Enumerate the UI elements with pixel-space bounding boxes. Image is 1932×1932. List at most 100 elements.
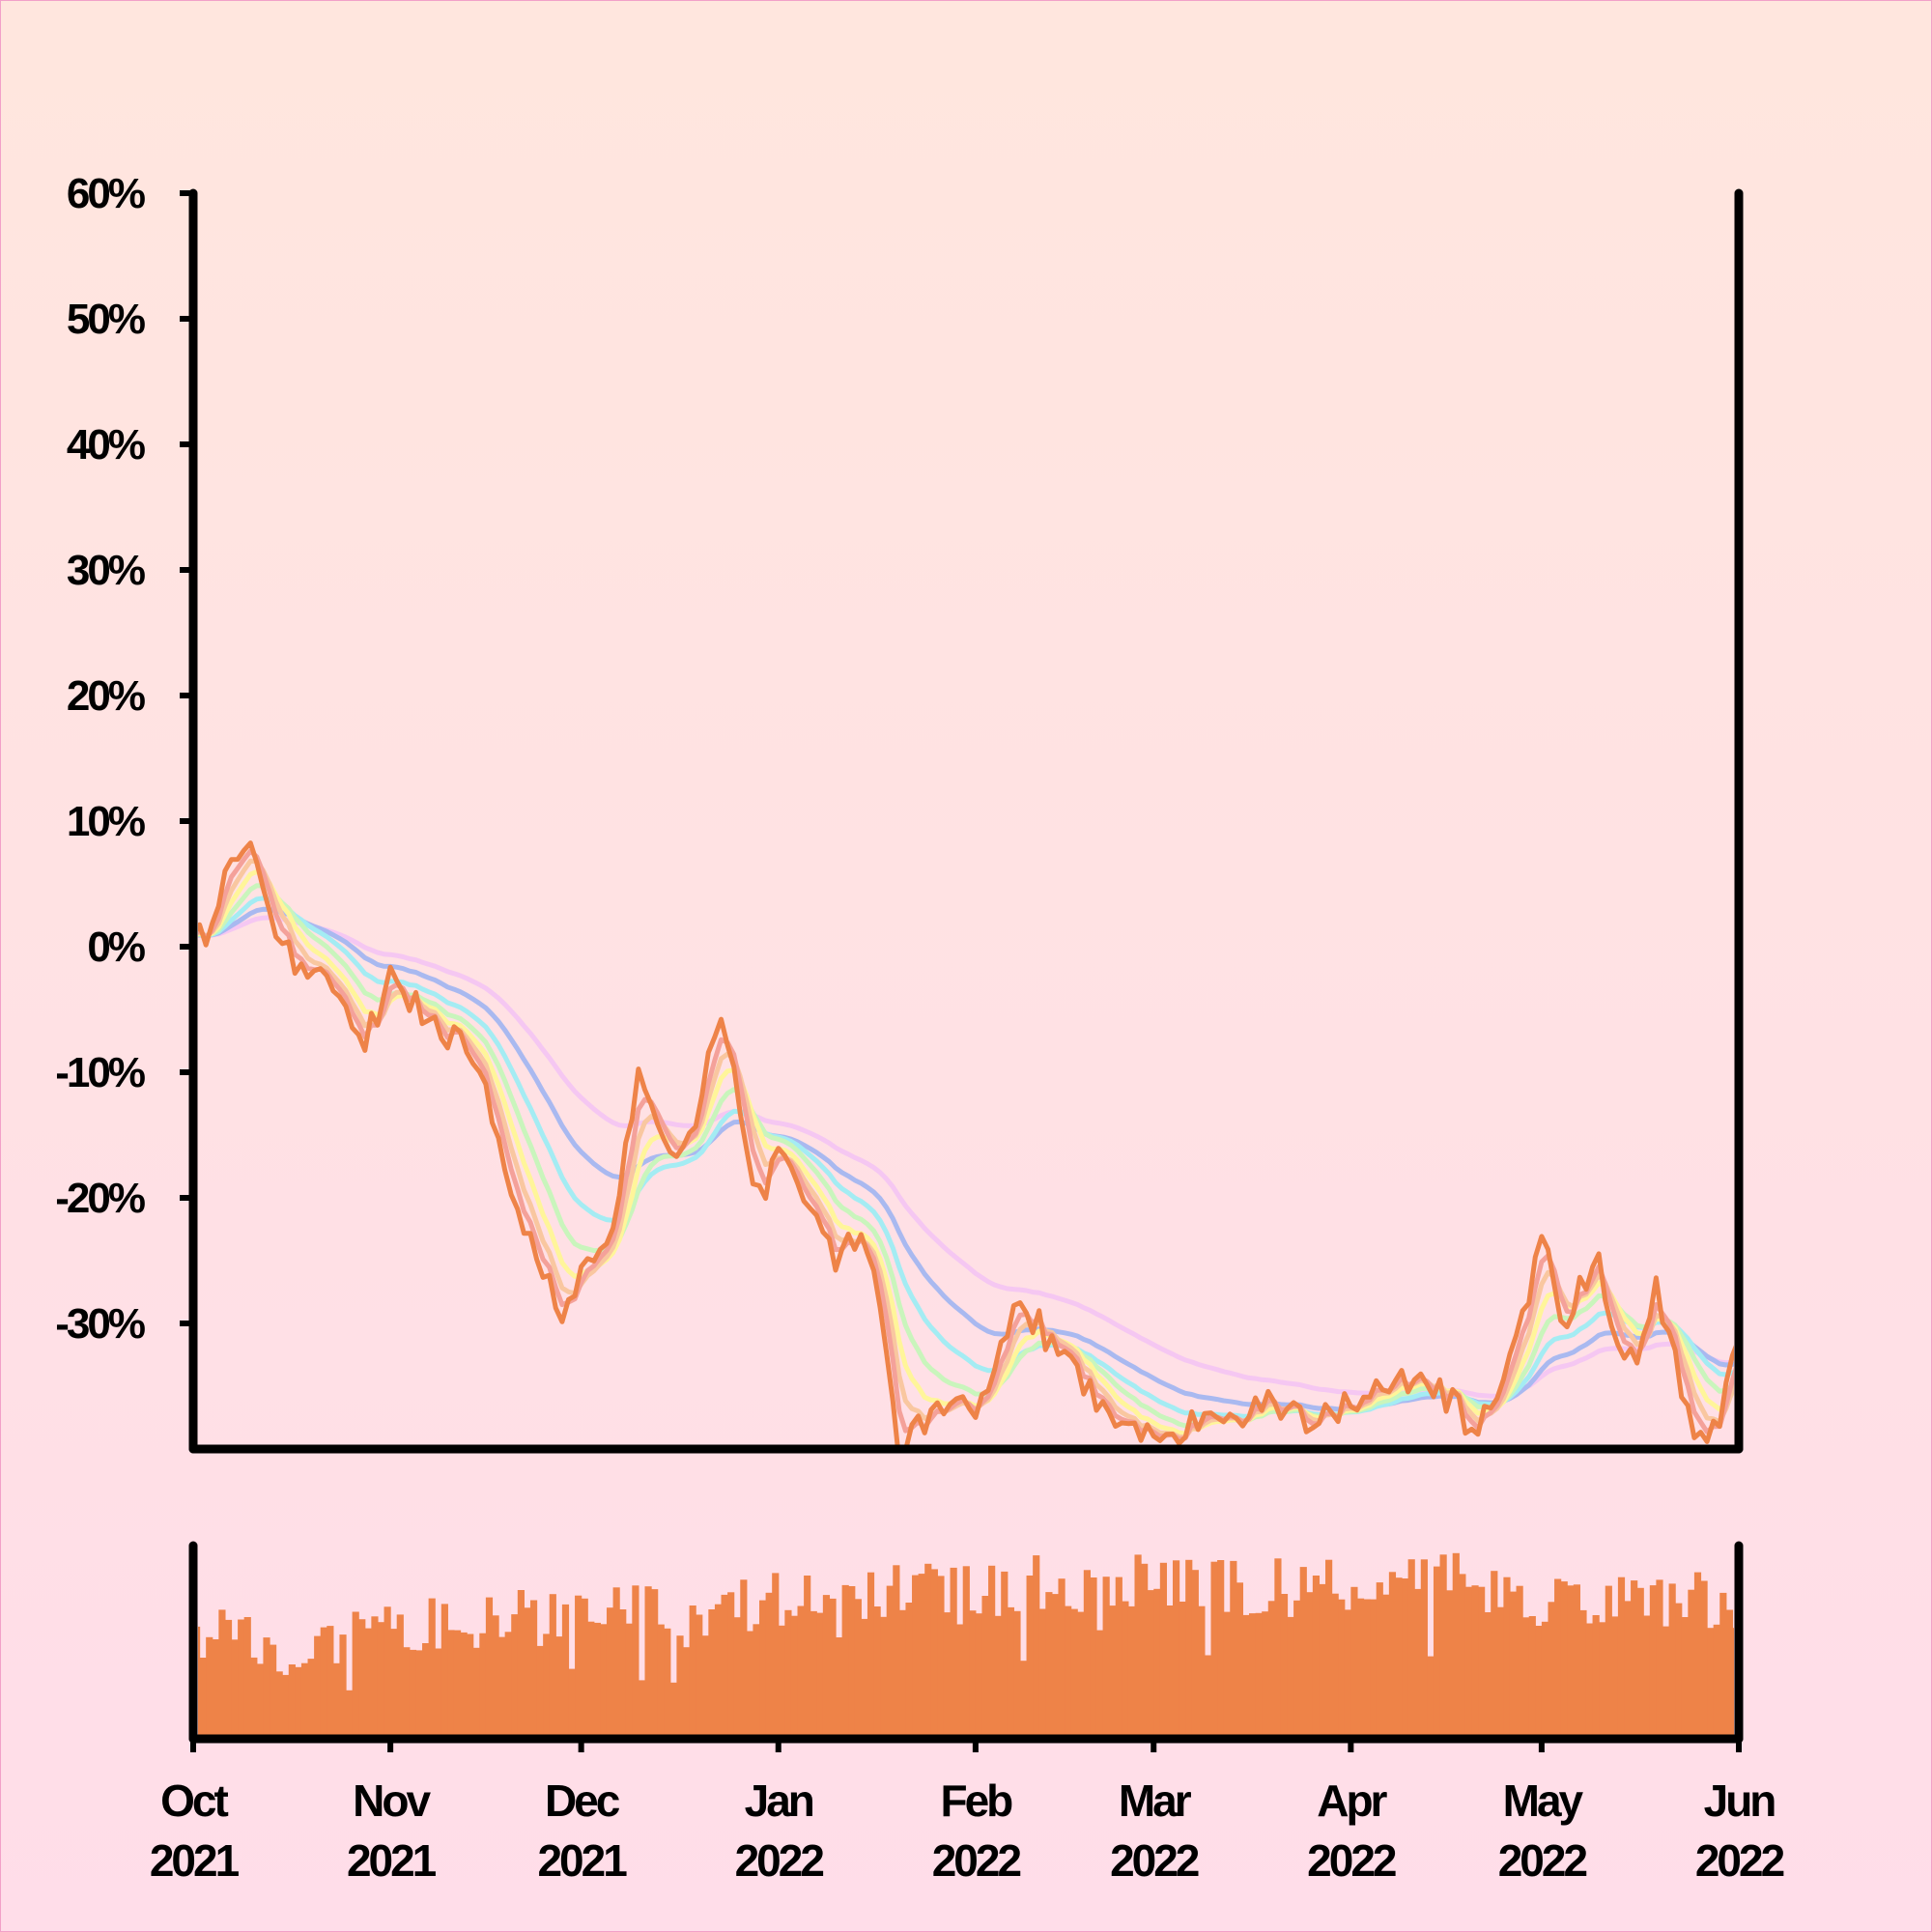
volume-bar <box>1656 1579 1663 1739</box>
volume-bar <box>1420 1559 1428 1739</box>
price-panel: 60% 50% 40% 30% 20% 10% 0% -10% -20% -30% <box>55 170 1744 1454</box>
volume-bar <box>358 1619 366 1739</box>
volume-bar <box>1631 1580 1638 1739</box>
volume-bar <box>765 1592 773 1739</box>
x-tick-label-year: 2022 <box>932 1835 1021 1886</box>
volume-bar <box>1274 1558 1282 1739</box>
volume-bar <box>339 1634 347 1739</box>
x-tick-label-month: Jun <box>1704 1776 1776 1826</box>
volume-bar <box>485 1597 494 1739</box>
volume-bar <box>836 1637 843 1739</box>
volume-bar <box>396 1614 404 1739</box>
volume-bar <box>1338 1599 1346 1739</box>
volume-bar <box>300 1662 309 1739</box>
volume-bar <box>1491 1571 1498 1739</box>
volume-bar <box>1363 1599 1371 1739</box>
volume-bar <box>390 1629 398 1739</box>
volume-bar <box>1427 1656 1435 1739</box>
volume-bar <box>568 1668 576 1739</box>
x-tick-label-year: 2021 <box>150 1835 240 1886</box>
x-tick-label-month: Nov <box>353 1776 431 1826</box>
volume-bar <box>612 1587 620 1739</box>
volume-bar <box>1560 1581 1568 1739</box>
volume-bar <box>1439 1554 1447 1739</box>
volume-bar <box>1325 1559 1333 1739</box>
volume-bar <box>403 1647 411 1739</box>
volume-bar <box>453 1630 462 1739</box>
volume-bar <box>1567 1585 1575 1739</box>
volume-bar <box>1280 1594 1289 1739</box>
volume-bar <box>472 1647 480 1739</box>
volume-bar <box>1249 1613 1257 1739</box>
volume-bar <box>804 1576 811 1739</box>
volume-bar <box>575 1595 582 1739</box>
moving-average-line-21 <box>198 895 1734 1419</box>
volume-bar <box>1095 1630 1104 1739</box>
y-tick-label: -10% <box>55 1049 145 1096</box>
volume-bar <box>543 1634 551 1739</box>
volume-bar <box>1433 1566 1441 1739</box>
volume-bar <box>1611 1616 1619 1739</box>
volume-bar <box>384 1606 391 1739</box>
volume-bar <box>1210 1561 1218 1739</box>
volume-bar <box>880 1616 888 1739</box>
volume-bar <box>212 1639 219 1739</box>
y-tick-label: 40% <box>67 421 145 469</box>
volume-bar <box>275 1671 283 1739</box>
volume-bar <box>988 1565 996 1739</box>
volume-bar <box>199 1658 207 1739</box>
volume-bar <box>243 1617 251 1739</box>
volume-bar <box>1388 1572 1397 1739</box>
moving-average-line-13 <box>198 883 1734 1429</box>
volume-bar <box>479 1633 487 1739</box>
volume-bar <box>263 1637 270 1739</box>
volume-bar <box>295 1666 302 1739</box>
volume-bar <box>740 1579 748 1739</box>
x-tick-label-month: Oct <box>160 1776 228 1826</box>
volume-bar <box>893 1565 900 1739</box>
volume-bar <box>937 1576 945 1739</box>
y-tick-label: 0% <box>87 923 144 971</box>
volume-bar <box>1471 1585 1479 1739</box>
volume-bar <box>435 1648 442 1739</box>
volume-bar <box>1382 1594 1390 1739</box>
volume-bar <box>1370 1599 1378 1739</box>
volume-bar <box>307 1659 315 1739</box>
volume-bar <box>1541 1621 1549 1739</box>
y-tick-label: 30% <box>67 547 145 594</box>
volume-bar <box>1579 1609 1587 1739</box>
volume-bar <box>1459 1574 1466 1739</box>
volume-bar <box>1732 1628 1734 1739</box>
volume-bar <box>918 1574 925 1739</box>
volume-bar <box>1548 1602 1555 1739</box>
volume-bar <box>1007 1606 1014 1739</box>
volume-bar <box>250 1657 258 1739</box>
volume-bar <box>371 1616 379 1739</box>
volume-bar <box>1102 1577 1110 1739</box>
volume-bar <box>816 1612 824 1739</box>
volume-bar <box>1038 1608 1046 1739</box>
volume-bar <box>440 1604 448 1739</box>
volume-bar <box>1262 1611 1269 1739</box>
volume-bar <box>638 1680 646 1739</box>
volume-bar <box>1402 1578 1409 1739</box>
volume-bar <box>1464 1586 1473 1739</box>
volume-panel: Oct 2021 Nov 2021 Dec 2021 Jan 2022 Feb 2022 Mar 20… <box>150 1541 1787 1886</box>
volume-bar <box>1636 1587 1644 1739</box>
volume-bar <box>1033 1555 1040 1739</box>
volume-bar <box>912 1575 920 1739</box>
volume-bar <box>1592 1615 1600 1739</box>
y-tick-label: 60% <box>67 170 145 217</box>
volume-bar <box>669 1682 678 1739</box>
price-series-group <box>198 840 1734 1449</box>
volume-bar <box>657 1624 665 1739</box>
volume-bar <box>1255 1612 1263 1739</box>
price-line <box>198 840 1734 1449</box>
y-tick-label: -20% <box>55 1175 145 1222</box>
y-tick-label: 10% <box>67 798 145 845</box>
volume-bar <box>625 1623 633 1739</box>
volume-bar <box>1535 1626 1543 1739</box>
volume-bar <box>822 1595 831 1739</box>
volume-bar <box>1605 1585 1612 1739</box>
